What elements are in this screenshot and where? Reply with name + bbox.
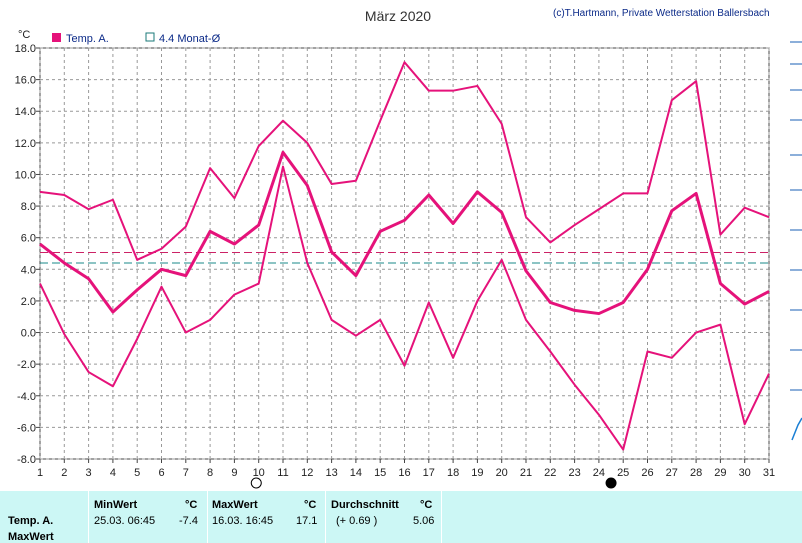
full-moon-icon [250, 477, 262, 489]
x-tick-label: 9 [231, 467, 237, 479]
unit-label: °C [18, 29, 30, 41]
max-unit: °C [304, 499, 317, 511]
x-tick-label: 18 [447, 467, 459, 479]
x-tick-label: 1 [37, 467, 43, 479]
row-label-temp: Temp. A. [8, 515, 54, 527]
x-tick-label: 6 [158, 467, 164, 479]
temperature-chart: 18.0 16.0 14.0 12.0 10.0 8.0 6.0 4.0 2.0 0.0 -2.0 -… [15, 8, 802, 489]
x-tick-label: 11 [277, 467, 288, 479]
new-moon-icon [605, 477, 617, 489]
x-tick-label: 12 [301, 467, 313, 479]
panel-divider [88, 491, 89, 543]
legend-avg-swatch [145, 32, 155, 42]
chart-title: März 2020 [365, 8, 431, 24]
x-tick-label: 2 [61, 467, 67, 479]
y-tick-label: 6.0 [21, 233, 36, 245]
y-tick-label: 16.0 [15, 75, 36, 87]
x-tick-label: 31 [763, 467, 775, 479]
panel-divider [441, 491, 442, 543]
panel-divider [325, 491, 326, 543]
avg-unit: °C [420, 499, 433, 511]
y-tick-label: -6.0 [17, 422, 36, 434]
x-tick-label: 19 [471, 467, 483, 479]
reference-lines [40, 252, 769, 264]
x-tick-label: 7 [183, 467, 189, 479]
x-tick-label: 13 [325, 467, 337, 479]
x-tick-label: 21 [520, 467, 532, 479]
x-axis-ticks: 1 2 3 4 5 6 7 8 9 10 11 12 13 14 15 16 17 18 19 20 21 22 23 24 2… [37, 459, 775, 479]
min-time: 25.03. 06:45 [94, 515, 156, 527]
y-tick-label: 8.0 [21, 201, 36, 213]
y-tick-label: -4.0 [17, 391, 36, 403]
x-tick-label: 14 [350, 467, 362, 479]
legend-avg-label: 4.4 Monat-Ø [159, 33, 221, 45]
x-tick-label: 23 [568, 467, 580, 479]
y-tick-label: 12.0 [15, 138, 36, 150]
min-unit: °C [185, 499, 198, 511]
x-tick-label: 24 [593, 467, 605, 479]
y-tick-label: 14.0 [15, 106, 36, 118]
x-tick-label: 25 [617, 467, 629, 479]
min-header: MinWert [94, 499, 138, 511]
x-tick-label: 4 [110, 467, 116, 479]
avg-value: 5.06 [413, 515, 435, 527]
x-tick-label: 15 [374, 467, 386, 479]
series-line-max [39, 61, 770, 261]
y-tick-label: 10.0 [15, 169, 36, 181]
avg-header: Durchschnitt [331, 499, 399, 511]
x-tick-label: 27 [666, 467, 678, 479]
min-value: -7.4 [179, 515, 198, 527]
x-tick-label: 16 [398, 467, 410, 479]
x-tick-label: 20 [496, 467, 508, 479]
copyright-text: (c)T.Hartmann, Private Wetterstation Bal… [553, 8, 770, 19]
x-tick-label: 26 [641, 467, 653, 479]
right-edge-graphic [790, 41, 802, 441]
series-group [39, 61, 770, 451]
max-value: 17.1 [296, 515, 318, 527]
panel-divider [207, 491, 208, 543]
x-tick-label: 22 [544, 467, 556, 479]
y-axis-ticks: 18.0 16.0 14.0 12.0 10.0 8.0 6.0 4.0 2.0 0.0 -2.0 -… [15, 43, 40, 466]
moon-markers [250, 477, 617, 489]
x-tick-label: 10 [253, 467, 265, 479]
y-tick-label: 4.0 [21, 264, 36, 276]
stats-panel: Temp. A. MaxWert MinWert °C 25.03. 06:45… [0, 491, 802, 543]
row-label-max: MaxWert [8, 531, 54, 543]
avg-delta: (+ 0.69 ) [336, 515, 378, 527]
y-tick-label: -2.0 [17, 359, 36, 371]
y-tick-label: 0.0 [21, 328, 36, 340]
legend-temp-label: Temp. A. [66, 33, 109, 45]
y-tick-label: -8.0 [17, 454, 36, 466]
y-tick-label: 18.0 [15, 43, 36, 55]
x-tick-label: 3 [86, 467, 92, 479]
legend-temp-swatch [52, 33, 61, 42]
x-tick-label: 28 [690, 467, 702, 479]
x-tick-label: 30 [739, 467, 751, 479]
max-time: 16.03. 16:45 [212, 515, 274, 527]
x-tick-label: 5 [134, 467, 140, 479]
x-tick-label: 17 [423, 467, 435, 479]
series-line-min [39, 165, 770, 451]
x-tick-label: 8 [207, 467, 213, 479]
max-header: MaxWert [212, 499, 258, 511]
series-line-mean [39, 150, 770, 316]
x-tick-label: 29 [714, 467, 726, 479]
y-tick-label: 2.0 [21, 296, 36, 308]
